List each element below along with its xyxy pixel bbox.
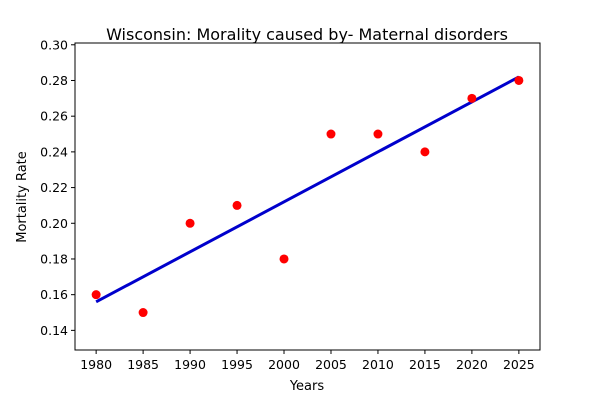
y-tick-label: 0.24 [40, 144, 68, 159]
data-point [420, 147, 430, 157]
x-tick-label: 1985 [127, 357, 159, 372]
y-tick-label: 0.30 [40, 37, 68, 52]
y-tick-label: 0.22 [40, 180, 68, 195]
data-point [185, 218, 195, 228]
x-tick-label: 2010 [362, 357, 394, 372]
y-tick-label: 0.16 [40, 287, 68, 302]
x-tick-label: 2025 [503, 357, 535, 372]
data-point [279, 254, 289, 264]
y-tick-label: 0.26 [40, 109, 68, 124]
plot-frame [74, 42, 541, 351]
data-point [138, 308, 148, 318]
x-tick-label: 2000 [268, 357, 300, 372]
plot-area [91, 75, 524, 318]
x-axis-label: Years [289, 379, 325, 394]
x-tick-label: 2015 [409, 357, 441, 372]
chart-title: Wisconsin: Morality caused by- Maternal … [106, 25, 508, 44]
data-point [326, 129, 336, 139]
x-tick-label: 1980 [80, 357, 112, 372]
y-tick-label: 0.18 [40, 251, 68, 266]
y-axis-label: Mortality Rate [15, 151, 30, 243]
x-tick-label: 1990 [174, 357, 206, 372]
x-tick-label: 2005 [315, 357, 347, 372]
data-point [514, 75, 524, 85]
y-tick-label: 0.20 [40, 216, 68, 231]
x-tick-label: 2020 [456, 357, 488, 372]
data-point [91, 290, 101, 300]
data-point [373, 129, 383, 139]
data-point [232, 200, 242, 210]
x-tick-label: 1995 [221, 357, 253, 372]
y-tick-label: 0.28 [40, 73, 68, 88]
data-point [467, 93, 477, 103]
y-tick-label: 0.14 [40, 323, 68, 338]
trend-line [95, 75, 520, 304]
